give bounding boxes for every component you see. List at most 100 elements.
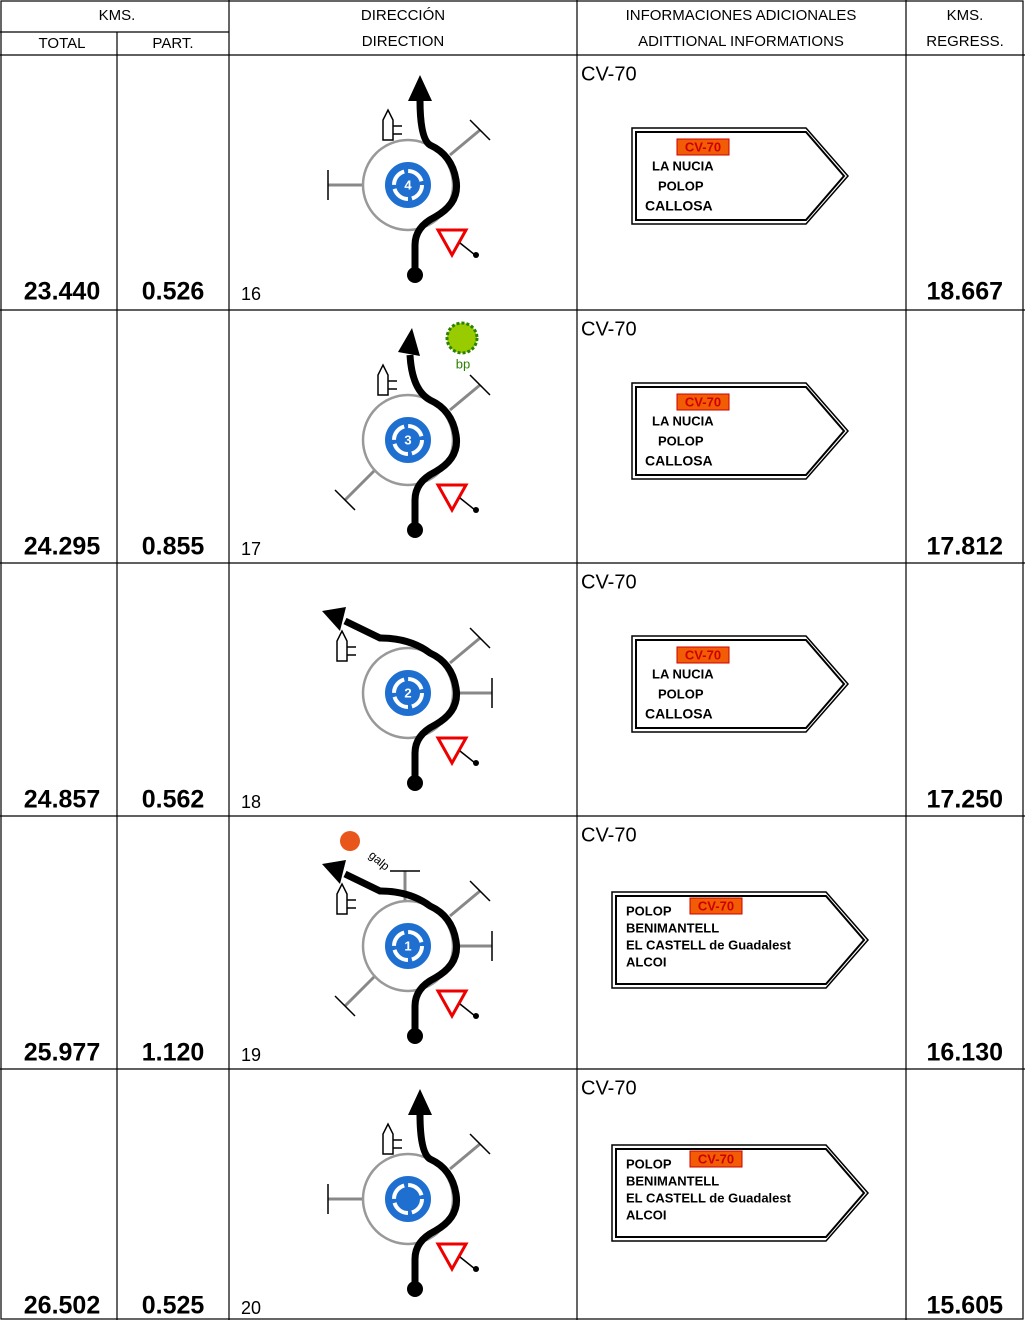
info-road: CV-70 bbox=[581, 318, 637, 340]
step-number: 19 bbox=[241, 1045, 261, 1065]
route-start bbox=[407, 775, 423, 791]
road-badge-text: CV-70 bbox=[698, 898, 734, 913]
km-part: 0.525 bbox=[142, 1292, 205, 1320]
exit-number: 3 bbox=[404, 432, 411, 447]
header-direction: DIRECTION bbox=[362, 33, 445, 50]
destination: EL CASTELL de Guadalest bbox=[626, 937, 792, 952]
km-part: 0.855 bbox=[142, 533, 205, 561]
road-badge bbox=[676, 646, 730, 664]
km-total: 26.502 bbox=[24, 1292, 100, 1320]
yield-sign bbox=[435, 736, 469, 767]
road-end bbox=[469, 880, 491, 902]
route bbox=[411, 1113, 461, 1289]
header-part: PART. bbox=[152, 35, 193, 52]
route-start bbox=[407, 1281, 423, 1297]
route bbox=[343, 870, 461, 1036]
km-regress: 18.667 bbox=[927, 278, 1003, 306]
destination: LA NUCIA bbox=[652, 413, 714, 428]
km-part: 1.120 bbox=[142, 1039, 205, 1067]
km-total: 24.295 bbox=[24, 533, 101, 561]
road-end bbox=[469, 119, 491, 141]
roundabout-sign bbox=[383, 1174, 433, 1224]
roundabout-diagram: 1 galp bbox=[322, 831, 493, 1044]
yield-post-end bbox=[473, 1266, 479, 1272]
side-road bbox=[449, 889, 481, 918]
destination: POLOP bbox=[626, 903, 672, 918]
destination: POLOP bbox=[658, 178, 704, 193]
roundabout-sign bbox=[383, 668, 433, 718]
destination: CALLOSA bbox=[645, 706, 713, 722]
road-end bbox=[469, 374, 491, 396]
yield-sign bbox=[435, 483, 469, 514]
side-road bbox=[449, 636, 481, 665]
header-info-es: INFORMACIONES ADICIONALES bbox=[626, 7, 857, 24]
roundabout-arrows bbox=[392, 1183, 424, 1215]
yield-post-end bbox=[473, 1013, 479, 1019]
exit-number: 1 bbox=[404, 938, 411, 953]
info-road: CV-70 bbox=[581, 63, 637, 85]
logo-galp bbox=[340, 831, 360, 851]
header-total: TOTAL bbox=[39, 35, 86, 52]
road-end bbox=[334, 489, 356, 511]
step-number: 20 bbox=[241, 1298, 261, 1318]
yield-post-end bbox=[473, 760, 479, 766]
route bbox=[406, 354, 461, 530]
yield-sign bbox=[435, 1242, 469, 1273]
road-end bbox=[469, 1133, 491, 1155]
roundabout-diagram: 2 bbox=[322, 607, 493, 791]
roundabout-arrows bbox=[392, 424, 424, 456]
roundabout-diagram bbox=[327, 1089, 491, 1297]
destination: LA NUCIA bbox=[652, 158, 714, 173]
km-regress: 15.605 bbox=[927, 1292, 1004, 1320]
direction-sign: CV-70 POLOP BENIMANTELL EL CASTELL de Guada… bbox=[611, 891, 869, 989]
header-regress: REGRESS. bbox=[926, 33, 1004, 50]
km-part: 0.562 bbox=[142, 786, 205, 814]
km-regress: 17.812 bbox=[927, 533, 1003, 561]
step-number: 17 bbox=[241, 539, 261, 559]
logo-bp bbox=[445, 321, 479, 355]
yield-sign bbox=[435, 989, 469, 1020]
roundabout-sign bbox=[383, 415, 433, 465]
road-badge bbox=[689, 897, 743, 915]
road-badge bbox=[676, 138, 730, 156]
side-road bbox=[449, 383, 481, 412]
poi-icon bbox=[336, 629, 356, 662]
header-kms: KMS. bbox=[99, 7, 136, 24]
route-arrowhead bbox=[408, 1089, 432, 1115]
yield-post-end bbox=[473, 252, 479, 258]
step-number: 16 bbox=[241, 284, 261, 304]
direction-sign: CV-70 POLOP BENIMANTELL EL CASTELL de Guada… bbox=[611, 1144, 869, 1242]
route-arrowhead bbox=[408, 75, 432, 101]
info-road: CV-70 bbox=[581, 1077, 637, 1099]
km-part: 0.526 bbox=[142, 278, 205, 306]
route-start bbox=[407, 1028, 423, 1044]
road-badge bbox=[676, 393, 730, 411]
destination: CALLOSA bbox=[645, 453, 713, 469]
info-road: CV-70 bbox=[581, 824, 637, 846]
destination: LA NUCIA bbox=[652, 666, 714, 681]
yield-post bbox=[459, 497, 476, 511]
roundabout-diagram: 4 bbox=[327, 75, 491, 283]
route-arrowhead bbox=[398, 328, 420, 356]
destination: BENIMANTELL bbox=[626, 1173, 719, 1188]
side-road bbox=[343, 974, 377, 1008]
yield-post bbox=[459, 1003, 476, 1017]
header-info-en: ADITTIONAL INFORMATIONS bbox=[638, 33, 844, 50]
header-direccion: DIRECCIÓN bbox=[361, 7, 445, 24]
km-total: 24.857 bbox=[24, 786, 100, 814]
roundabout-arrows bbox=[392, 169, 424, 201]
route-arrowhead bbox=[322, 860, 346, 884]
header-kms-regress: KMS. bbox=[947, 7, 984, 24]
road-badge-text: CV-70 bbox=[685, 647, 721, 662]
road-end bbox=[334, 995, 356, 1017]
roundabout-arrows bbox=[392, 930, 424, 962]
exit-number: 2 bbox=[404, 685, 411, 700]
logo-text: galp bbox=[366, 848, 393, 874]
road-badge-text: CV-70 bbox=[698, 1151, 734, 1166]
road-badge-text: CV-70 bbox=[685, 394, 721, 409]
km-regress: 16.130 bbox=[927, 1039, 1003, 1067]
roundabout-diagram: 3 bp bbox=[334, 321, 491, 538]
yield-post-end bbox=[473, 507, 479, 513]
sign-inner bbox=[615, 895, 866, 985]
